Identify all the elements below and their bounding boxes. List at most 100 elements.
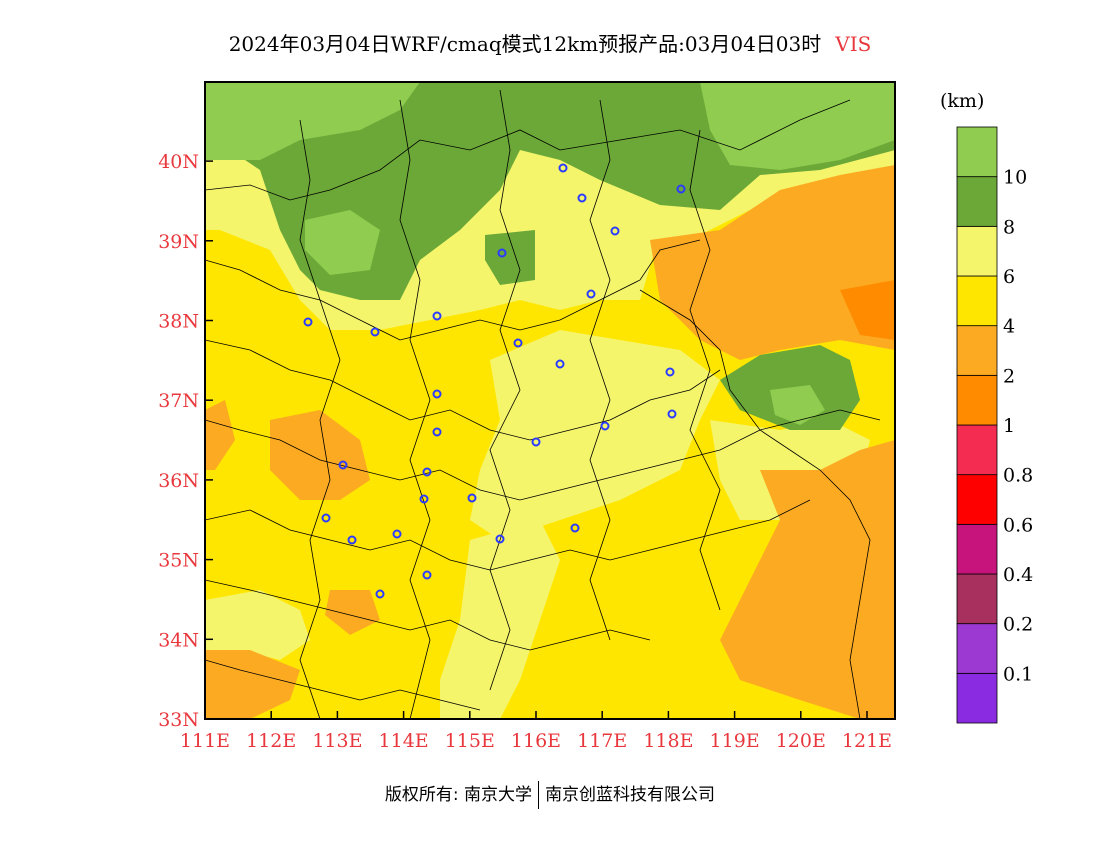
boundary-lines xyxy=(205,89,881,719)
colorbar-swatch xyxy=(956,225,998,277)
blue-circle-icon xyxy=(610,226,620,236)
colorbar-swatch xyxy=(956,424,998,476)
copyright-text: 版权所有: 南京大学 xyxy=(384,785,533,805)
blue-circle-icon xyxy=(531,437,541,447)
colorbar-swatch xyxy=(956,275,998,327)
lat-tick-label: 33N xyxy=(158,709,199,731)
colorbar-swatch xyxy=(956,325,998,376)
footer-divider xyxy=(538,781,540,809)
lon-tick-label: 115E xyxy=(445,730,495,752)
field-orange-patch xyxy=(325,590,380,635)
blue-circle-icon xyxy=(665,367,675,377)
colorbar-label: 8 xyxy=(1003,216,1015,238)
lon-tick-label: 111E xyxy=(180,730,230,752)
lon-tick-label: 120E xyxy=(776,730,826,752)
colorbar-swatch xyxy=(956,523,998,575)
blue-circle-icon xyxy=(432,389,442,399)
chart-title: 2024年03月04日WRF/cmaq模式12km预报产品:03月04日03时 V… xyxy=(0,28,1100,57)
lat-tick-label: 34N xyxy=(158,629,199,651)
blue-circle-icon xyxy=(392,529,402,539)
blue-circle-icon xyxy=(555,359,565,369)
field-lightgreen-northeast xyxy=(700,82,895,170)
blue-circle-icon xyxy=(586,289,596,299)
lat-tick-label: 37N xyxy=(158,390,199,412)
lon-tick-label: 117E xyxy=(577,730,627,752)
field-lightgreen-east xyxy=(770,385,825,425)
blue-circle-icon xyxy=(676,184,686,194)
longitude-axis: 111E 112E 113E 114E 115E 116E 117E 118E 119E 120E… xyxy=(180,711,892,752)
blue-circle-icon xyxy=(600,421,610,431)
blue-circle-icon xyxy=(570,523,580,533)
colorbar-label: 0.6 xyxy=(1003,514,1033,536)
field-lightgreen-inner xyxy=(305,210,380,275)
blue-circle-icon xyxy=(303,317,313,327)
field-orange-southwest xyxy=(205,650,300,719)
field-deep-orange xyxy=(840,280,895,340)
blue-circle-icon xyxy=(347,535,357,545)
map-field xyxy=(205,82,895,719)
blue-circle-icon xyxy=(558,163,568,173)
colorbar-label: 0.1 xyxy=(1003,663,1033,685)
colorbar-label: 1 xyxy=(1003,415,1015,437)
lon-tick-label: 118E xyxy=(643,730,693,752)
station-markers xyxy=(303,163,686,599)
colorbar-swatch xyxy=(956,126,998,178)
blue-circle-icon xyxy=(419,494,429,504)
lat-tick-label: 39N xyxy=(158,231,199,253)
field-pale-center xyxy=(470,330,720,540)
colorbar-label: 2 xyxy=(1003,365,1015,387)
footer: 版权所有: 南京大学 南京创蓝科技有限公司 xyxy=(0,780,1100,809)
colorbar-label: 4 xyxy=(1003,316,1015,338)
field-orange-west xyxy=(270,410,370,500)
blue-circle-icon xyxy=(321,513,331,523)
blue-circle-icon xyxy=(497,248,507,258)
blue-circle-icon xyxy=(422,467,432,477)
colorbar-swatch xyxy=(956,573,998,625)
title-main: 2024年03月04日WRF/cmaq模式12km预报产品:03月04日03时 xyxy=(228,32,822,56)
lat-tick-label: 36N xyxy=(158,470,199,492)
colorbar-label: 6 xyxy=(1003,266,1015,288)
field-pale-south xyxy=(440,520,560,719)
field-orange-northeast xyxy=(650,165,895,360)
latitude-axis: 33N 34N 35N 36N 37N 38N 39N 40N xyxy=(158,151,213,731)
title-variable: VIS xyxy=(835,32,872,56)
field-lightgreen-northwest xyxy=(205,82,420,160)
blue-circle-icon xyxy=(370,327,380,337)
lon-tick-label: 112E xyxy=(246,730,296,752)
blue-circle-icon xyxy=(432,311,442,321)
blue-circle-icon xyxy=(513,338,523,348)
colorbar-swatch xyxy=(956,623,998,674)
lon-tick-label: 119E xyxy=(710,730,760,752)
colorbar-swatch xyxy=(956,474,998,525)
lat-tick-label: 35N xyxy=(158,550,199,572)
lat-tick-label: 40N xyxy=(158,151,199,173)
blue-circle-icon xyxy=(467,493,477,503)
company-text: 南京创蓝科技有限公司 xyxy=(545,785,716,805)
colorbar-label: 0.2 xyxy=(1003,614,1033,636)
field-darkgreen-patch xyxy=(485,230,535,285)
lon-tick-label: 114E xyxy=(379,730,429,752)
blue-circle-icon xyxy=(495,534,505,544)
colorbar-label: 0.8 xyxy=(1003,465,1033,487)
colorbar-label: 0.4 xyxy=(1003,564,1033,586)
colorbar-swatch xyxy=(956,176,998,227)
colorbar-swatch xyxy=(956,672,998,724)
blue-circle-icon xyxy=(338,460,348,470)
blue-circle-icon xyxy=(375,589,385,599)
colorbar: 0.1 0.2 0.4 0.6 0.8 1 2 4 6 8 10 xyxy=(956,126,1033,724)
blue-circle-icon xyxy=(667,409,677,419)
blue-circle-icon xyxy=(432,427,442,437)
colorbar-units: (km) xyxy=(940,90,985,112)
field-orange-edge xyxy=(205,400,235,470)
field-orange-southeast xyxy=(720,440,895,719)
colorbar-label: 10 xyxy=(1003,167,1027,189)
lon-tick-label: 113E xyxy=(312,730,362,752)
field-pale-southwest xyxy=(205,590,310,660)
blue-circle-icon xyxy=(422,570,432,580)
lon-tick-label: 121E xyxy=(842,730,892,752)
colorbar-swatch xyxy=(956,374,998,426)
lat-tick-label: 38N xyxy=(158,311,199,333)
lon-tick-label: 116E xyxy=(511,730,561,752)
blue-circle-icon xyxy=(577,193,587,203)
